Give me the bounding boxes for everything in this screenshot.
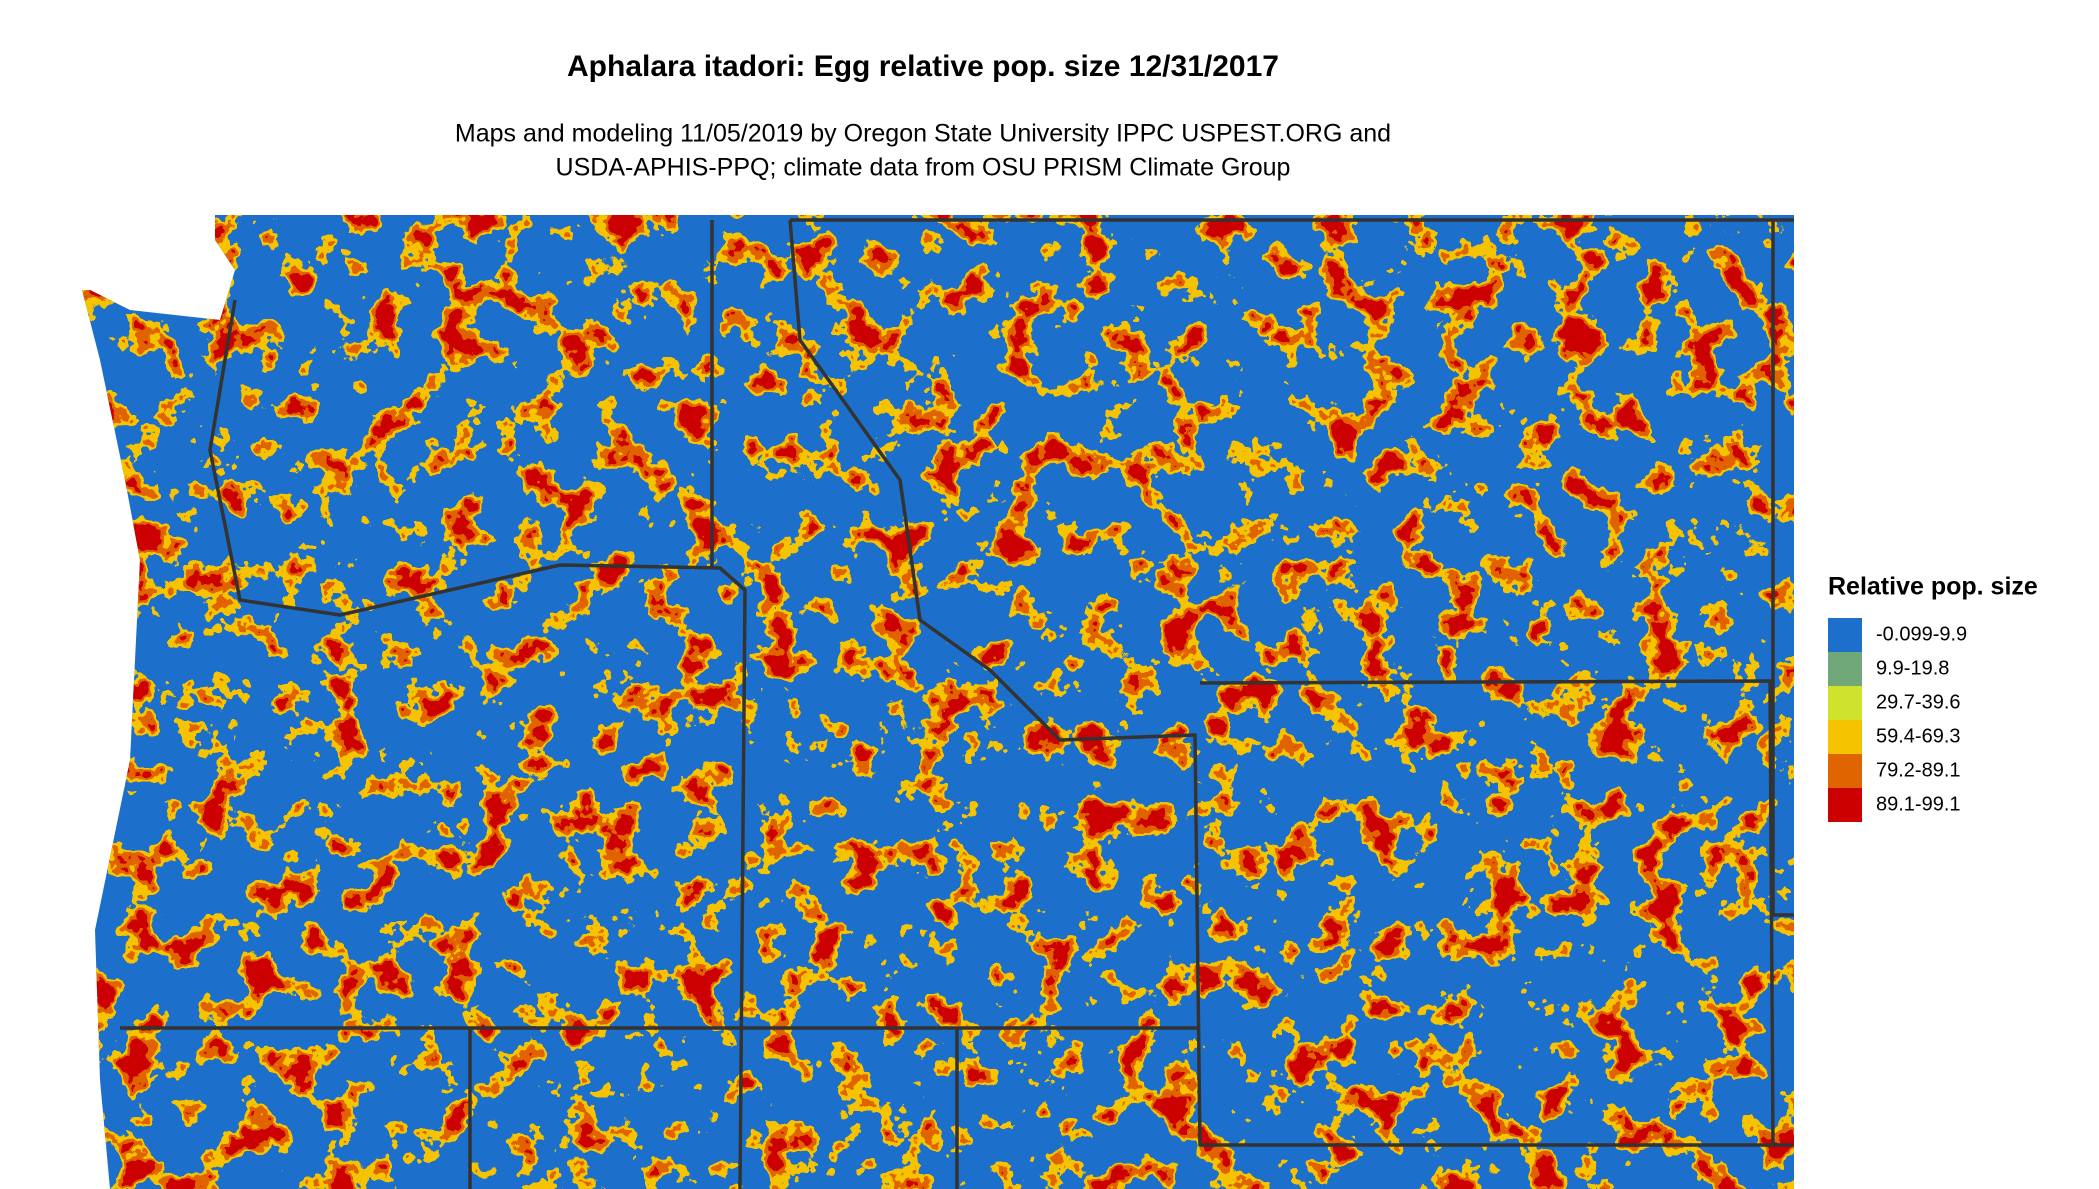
legend-swatch: [1828, 720, 1862, 754]
legend-label: 89.1-99.1: [1876, 793, 1961, 815]
border: [208, 299, 747, 1189]
legend: -0.099-9.9 9.9-19.8 29.7-39.6 59.4-69.3 79.2…: [1828, 618, 1967, 822]
legend-label: 59.4-69.3: [1876, 725, 1961, 747]
legend-label: 9.9-19.8: [1876, 657, 1949, 679]
legend-label: 29.7-39.6: [1876, 691, 1961, 713]
state-borders: [120, 218, 1794, 1189]
legend-label: -0.099-9.9: [1876, 623, 1967, 645]
map-title: Aphalara itadori: Egg relative pop. size…: [567, 50, 1279, 83]
legend-swatch: [1828, 754, 1862, 788]
map-raster: [82, 215, 1794, 1189]
legend-title: Relative pop. size: [1828, 573, 2038, 601]
border: [788, 219, 1794, 1147]
legend-swatch: [1828, 686, 1862, 720]
subtitle-line: USDA-APHIS-PPQ; climate data from OSU PR…: [556, 154, 1291, 182]
legend-swatch: [1828, 618, 1862, 652]
subtitle-line: Maps and modeling 11/05/2019 by Oregon S…: [455, 120, 1391, 148]
border: [1199, 220, 1794, 1146]
legend-swatch: [1828, 788, 1862, 822]
border: [468, 1028, 959, 1189]
legend-swatch: [1828, 652, 1862, 686]
map-speckle: [82, 215, 1794, 1189]
legend-label: 79.2-89.1: [1876, 759, 1961, 781]
